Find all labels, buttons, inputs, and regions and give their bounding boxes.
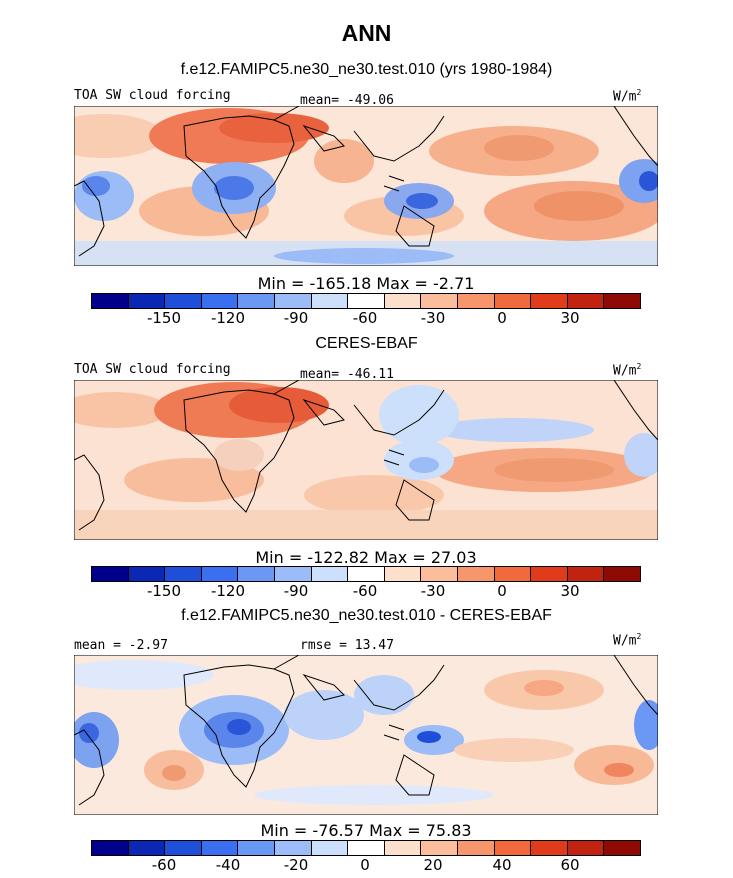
colorbar-swatch	[274, 567, 312, 581]
panel-2-tick: 0	[497, 582, 507, 600]
panel-1-tick: -60	[352, 309, 378, 327]
colorbar-swatch	[128, 841, 166, 855]
panel-2-units: W/m2	[613, 362, 642, 379]
colorbar-swatch	[494, 841, 532, 855]
colorbar-swatch	[421, 841, 458, 855]
panel-3-tick: 40	[492, 856, 512, 874]
panel-1-tick: 30	[560, 309, 580, 327]
colorbar-swatch	[238, 294, 275, 308]
colorbar-swatch	[604, 567, 640, 581]
panel-2-tick: -60	[352, 582, 378, 600]
panel-2-colorbar	[91, 566, 641, 582]
colorbar-swatch	[238, 841, 275, 855]
panel-1-tick: -90	[283, 309, 309, 327]
colorbar-swatch	[274, 294, 312, 308]
colorbar-swatch	[311, 567, 349, 581]
panel-1-left-label: TOA SW cloud forcing	[74, 88, 231, 103]
colorbar-swatch	[567, 841, 605, 855]
panel-2-tick: 30	[560, 582, 580, 600]
main-title: ANN	[341, 20, 392, 46]
colorbar-swatch	[531, 567, 568, 581]
panel-3-tick: -40	[215, 856, 241, 874]
panel-1-units: W/m2	[613, 88, 642, 105]
panel-1-tick: -120	[210, 309, 246, 327]
panel-1-title: f.e12.FAMIPC5.ne30_ne30.test.010 (yrs 19…	[180, 61, 553, 78]
colorbar-swatch	[311, 294, 349, 308]
colorbar-swatch	[494, 567, 532, 581]
colorbar-swatch	[421, 294, 458, 308]
panel-1-colorbar	[91, 293, 641, 309]
panel-2-tick: -30	[420, 582, 446, 600]
panel-3-left-label: mean = -2.97	[74, 638, 168, 653]
panel-1-minmax: Min = -165.18 Max = -2.71	[257, 274, 475, 293]
panel-1-tick: 0	[497, 309, 507, 327]
panel-3-units: W/m2	[613, 632, 642, 649]
colorbar-swatch	[421, 567, 458, 581]
colorbar-swatch	[531, 294, 568, 308]
colorbar-swatch	[165, 567, 202, 581]
panel-2-tick: -150	[146, 582, 182, 600]
colorbar-swatch	[384, 841, 422, 855]
colorbar-swatch	[384, 294, 422, 308]
panel-2-tick: -120	[210, 582, 246, 600]
colorbar-swatch	[567, 567, 605, 581]
panel-1-tick: -150	[146, 309, 182, 327]
colorbar-swatch	[238, 567, 275, 581]
colorbar-swatch	[201, 567, 239, 581]
panel-2-minmax: Min = -122.82 Max = 27.03	[255, 548, 477, 567]
colorbar-swatch	[457, 841, 495, 855]
colorbar-swatch	[348, 841, 385, 855]
panel-2-title: CERES-EBAF	[315, 335, 418, 352]
colorbar-swatch	[604, 841, 640, 855]
colorbar-swatch	[348, 294, 385, 308]
panel-3-tick: -20	[283, 856, 309, 874]
colorbar-swatch	[92, 294, 129, 308]
colorbar-swatch	[201, 294, 239, 308]
colorbar-swatch	[165, 294, 202, 308]
panel-3-title: f.e12.FAMIPC5.ne30_ne30.test.010 - CERES…	[181, 607, 552, 624]
colorbar-swatch	[165, 841, 202, 855]
colorbar-swatch	[128, 294, 166, 308]
colorbar-swatch	[567, 294, 605, 308]
panel-3-tick: -60	[151, 856, 177, 874]
colorbar-swatch	[457, 567, 495, 581]
panel-2-map	[74, 380, 658, 540]
colorbar-swatch	[201, 841, 239, 855]
panel-2-tick: -90	[283, 582, 309, 600]
panel-1-tick: -30	[420, 309, 446, 327]
panel-2-center-label: mean= -46.11	[300, 367, 394, 382]
panel-3-tick: 60	[560, 856, 580, 874]
colorbar-swatch	[531, 841, 568, 855]
colorbar-swatch	[128, 567, 166, 581]
colorbar-swatch	[384, 567, 422, 581]
panel-3-colorbar	[91, 840, 641, 856]
panel-2-left-label: TOA SW cloud forcing	[74, 362, 231, 377]
colorbar-swatch	[92, 567, 129, 581]
panel-1-map	[74, 106, 658, 266]
colorbar-swatch	[457, 294, 495, 308]
panel-1-center-label: mean= -49.06	[300, 93, 394, 108]
colorbar-swatch	[311, 841, 349, 855]
colorbar-swatch	[494, 294, 532, 308]
colorbar-swatch	[92, 841, 129, 855]
panel-3-minmax: Min = -76.57 Max = 75.83	[260, 821, 472, 840]
panel-3-tick: 20	[423, 856, 443, 874]
panel-3-map	[74, 655, 658, 815]
panel-3-center-label: rmse = 13.47	[300, 638, 394, 653]
colorbar-swatch	[274, 841, 312, 855]
colorbar-swatch	[604, 294, 640, 308]
panel-3-tick: 0	[360, 856, 370, 874]
colorbar-swatch	[348, 567, 385, 581]
